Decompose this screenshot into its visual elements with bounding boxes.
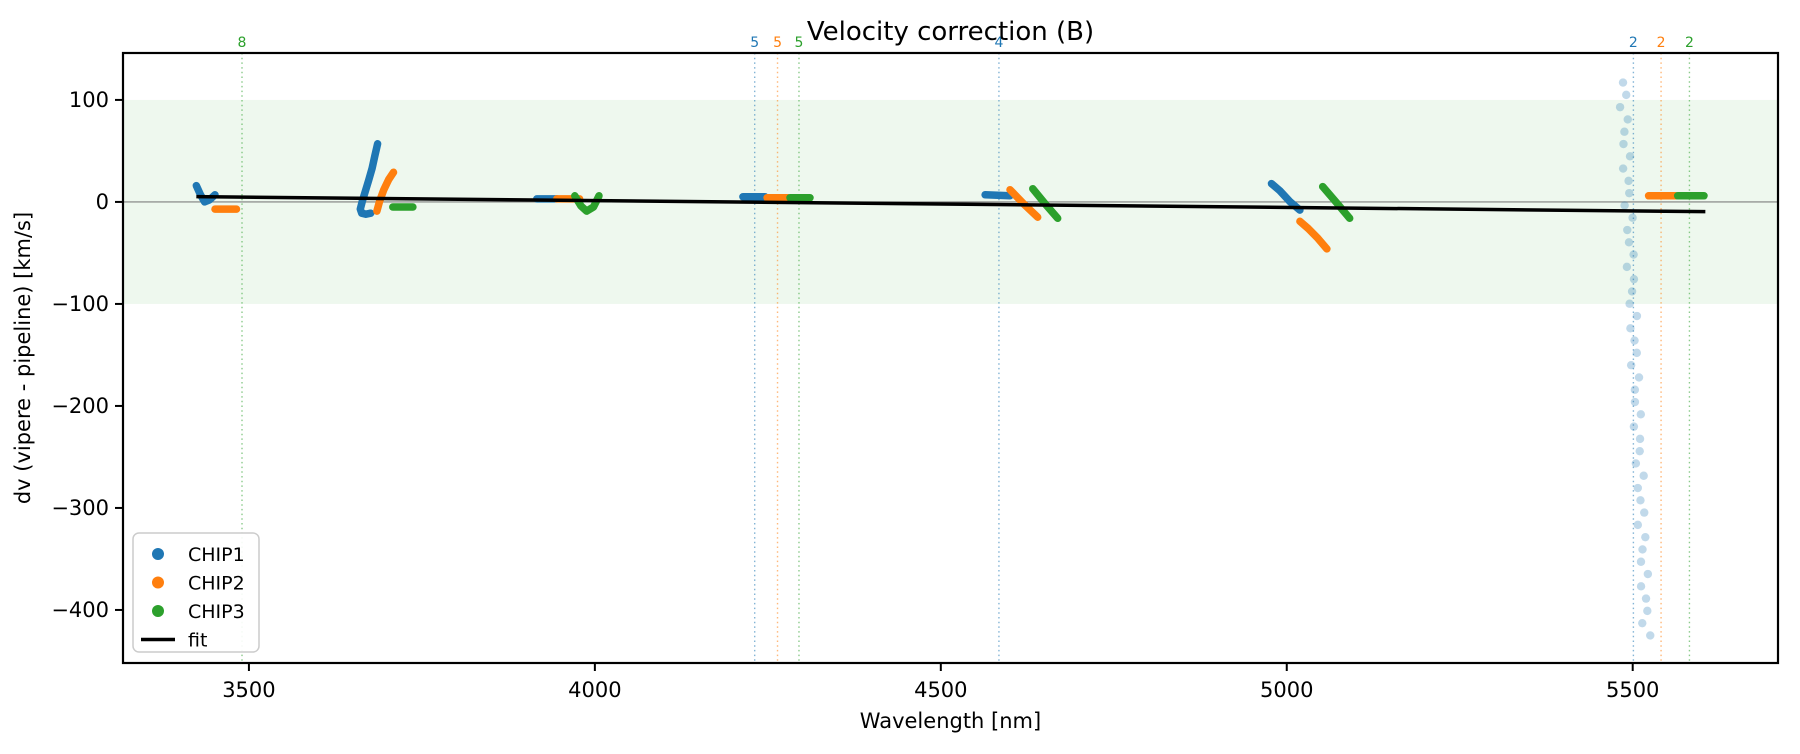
vline-count-label-5501: 2: [1629, 35, 1638, 51]
outlier-dot-CHIP1-outlier-trail: [1640, 508, 1649, 517]
outlier-dot-CHIP1-outlier-trail: [1618, 78, 1628, 87]
outlier-dot-CHIP1-outlier-trail: [1636, 557, 1646, 566]
legend-label-CHIP1: CHIP1: [188, 544, 245, 566]
x-tick-label-4500: 4500: [914, 678, 967, 702]
outlier-dot-CHIP1-outlier-trail: [1618, 164, 1628, 173]
outlier-dot-CHIP1-outlier-trail: [1631, 459, 1641, 468]
series-CHIP3-segment-1: [571, 192, 603, 215]
legend-label-fit: fit: [188, 630, 207, 652]
outlier-dot-CHIP1-outlier-trail: [1643, 606, 1652, 616]
legend-label-CHIP3: CHIP3: [188, 601, 245, 623]
outlier-dot-CHIP1-outlier-trail: [1619, 139, 1628, 149]
outlier-dot-CHIP1-outlier-trail: [1632, 348, 1641, 358]
outlier-dot-CHIP1-outlier-trail: [1626, 360, 1636, 370]
legend-box: [132, 532, 260, 653]
outlier-dot-CHIP1-outlier-trail: [1620, 127, 1629, 136]
outlier-dot-CHIP1-outlier-trail: [1622, 262, 1632, 272]
x-tick-label-3500: 3500: [222, 678, 275, 702]
outlier-dot-CHIP1-outlier-trail: [1629, 250, 1638, 259]
outlier-dot-CHIP1-outlier-trail: [1625, 299, 1634, 308]
fit-line: [196, 194, 1706, 214]
outlier-dot-CHIP1-outlier-trail: [1623, 115, 1632, 124]
outlier-dot-CHIP1-outlier-trail: [1638, 618, 1647, 628]
series-CHIP3-segment-4: [1318, 182, 1354, 223]
plot-frame: [121, 51, 1780, 665]
outlier-dot-CHIP1-outlier-trail: [1626, 324, 1635, 333]
vline-count-label-4295: 5: [795, 35, 804, 51]
y-tick-label--200: −200: [51, 394, 109, 418]
series-CHIP1-segment-4: [981, 191, 1014, 200]
outlier-dot-CHIP1-outlier-trail: [1643, 569, 1653, 579]
x-tick-label-4000: 4000: [568, 678, 621, 702]
outlier-dot-CHIP1-outlier-trail: [1633, 520, 1643, 530]
vline-count-label-3490: 8: [238, 35, 247, 51]
vline-count-label-4231: 5: [750, 35, 759, 51]
vline-count-label-5582: 2: [1685, 35, 1694, 51]
outlier-dot-CHIP1-outlier-trail: [1624, 176, 1633, 186]
y-tick-label--100: −100: [51, 292, 109, 316]
outlier-dot-CHIP1-outlier-trail: [1636, 582, 1646, 591]
outlier-dot-CHIP1-outlier-trail: [1646, 631, 1655, 640]
x-axis-label: Wavelength [nm]: [860, 709, 1041, 733]
outlier-dot-CHIP1-outlier-trail: [1630, 385, 1640, 394]
outlier-dot-CHIP1-outlier-trail: [1635, 446, 1644, 456]
series-CHIP1-segment-1: [356, 140, 382, 218]
outlier-dot-CHIP1-outlier-trail: [1633, 483, 1643, 493]
legend-marker-CHIP2: [152, 576, 164, 589]
x-tick-label-5000: 5000: [1260, 678, 1313, 702]
y-tick-label-100: 100: [69, 88, 109, 112]
y-tick-label--300: −300: [51, 496, 109, 520]
vline-count-label-5541: 2: [1657, 35, 1666, 51]
outlier-dot-CHIP1-outlier-trail: [1620, 201, 1629, 210]
y-tick-label--400: −400: [51, 598, 109, 622]
outlier-dot-CHIP1-outlier-trail: [1636, 410, 1646, 419]
outlier-dot-CHIP1-outlier-trail: [1638, 545, 1647, 554]
chart-title: Velocity correction (B): [807, 17, 1094, 47]
outlier-dot-CHIP1-outlier-trail: [1632, 311, 1642, 321]
outlier-dot-CHIP1-outlier-trail: [1615, 102, 1625, 112]
series-CHIP2-segment-1: [373, 168, 398, 215]
legend-marker-CHIP1: [152, 548, 164, 560]
outlier-dot-CHIP1-outlier-trail: [1641, 594, 1651, 603]
x-tick-label-5500: 5500: [1606, 678, 1659, 702]
outlier-dot-CHIP1-outlier-trail: [1625, 188, 1634, 198]
outlier-dot-CHIP1-outlier-trail: [1623, 225, 1632, 235]
outlier-dot-CHIP1-outlier-trail: [1636, 496, 1645, 505]
outlier-dot-CHIP1-outlier-trail: [1624, 238, 1634, 247]
legend-marker-CHIP3: [152, 605, 164, 617]
outlier-dot-CHIP1-outlier-trail: [1629, 274, 1639, 284]
series-CHIP2-segment-5: [1296, 217, 1331, 253]
outlier-dot-CHIP1-outlier-trail: [1635, 434, 1645, 444]
outlier-dot-CHIP1-outlier-trail: [1629, 422, 1639, 431]
outlier-dot-CHIP1-outlier-trail: [1634, 373, 1644, 382]
outlier-dot-CHIP1-outlier-trail: [1630, 397, 1640, 407]
outlier-dot-CHIP1-outlier-trail: [1639, 471, 1648, 480]
y-axis-label: dv (vipere - pipeline) [km/s]: [11, 212, 35, 504]
legend-label-CHIP2: CHIP2: [188, 573, 245, 595]
outlier-dot-CHIP1-outlier-trail: [1627, 287, 1637, 296]
outlier-dot-CHIP1-outlier-trail: [1625, 152, 1635, 161]
outlier-dot-CHIP1-outlier-trail: [1628, 213, 1637, 222]
outlier-dot-CHIP1-outlier-trail: [1630, 336, 1639, 345]
vline-count-label-4584: 4: [994, 35, 1003, 51]
outlier-dot-CHIP1-outlier-trail: [1641, 532, 1650, 542]
vline-count-label-4264: 5: [773, 35, 782, 51]
y-tick-label-0: 0: [96, 190, 109, 214]
outlier-dot-CHIP1-outlier-trail: [1622, 90, 1631, 100]
